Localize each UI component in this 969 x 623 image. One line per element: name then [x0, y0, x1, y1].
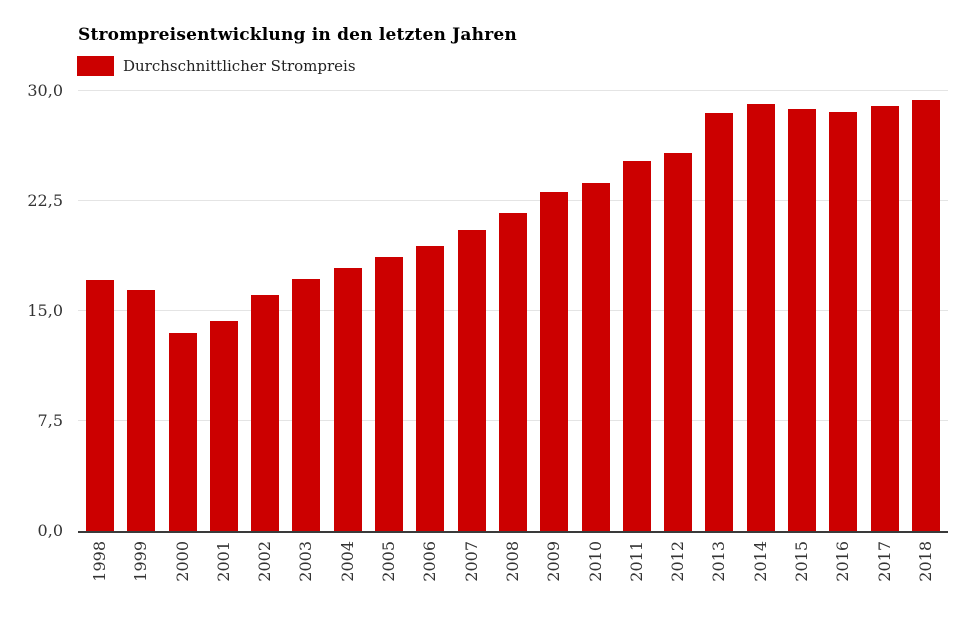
bar-2007: [457, 230, 486, 531]
bar-2003: [292, 278, 321, 531]
x-tick-label: 2010: [585, 541, 605, 582]
x-tick-2006: 2006: [416, 535, 444, 582]
gridline-30,0: [78, 90, 948, 91]
x-tick-2017: 2017: [871, 535, 899, 582]
bar-2008: [498, 212, 527, 531]
x-tick-label: 2014: [750, 541, 770, 582]
x-tick-2011: 2011: [623, 535, 651, 582]
x-tick-label: 2007: [461, 541, 481, 582]
x-tick-2000: 2000: [169, 535, 197, 582]
bar-2012: [664, 152, 693, 531]
x-tick-label: 2002: [255, 541, 275, 582]
chart-title: Strompreisentwicklung in den letzten Jah…: [78, 25, 517, 45]
bar-2013: [705, 113, 734, 531]
bar-2014: [746, 104, 775, 531]
x-tick-label: 1999: [131, 541, 151, 582]
x-tick-2003: 2003: [292, 535, 320, 582]
bar-2018: [911, 99, 940, 531]
bar-2005: [375, 256, 404, 531]
x-tick-2002: 2002: [251, 535, 279, 582]
x-tick-label: 2004: [337, 541, 357, 582]
x-tick-2010: 2010: [582, 535, 610, 582]
x-tick-2014: 2014: [747, 535, 775, 582]
x-tick-2016: 2016: [829, 535, 857, 582]
y-tick-label: 15,0: [27, 301, 63, 320]
gridline-22,5: [78, 200, 948, 201]
y-tick-label: 22,5: [27, 191, 63, 210]
bars-layer: [78, 91, 948, 531]
legend: Durchschnittlicher Strompreis: [77, 56, 356, 76]
x-tick-label: 2013: [709, 541, 729, 582]
x-tick-label: 2005: [379, 541, 399, 582]
x-axis-labels: 1998 1999 2000 2001 2002 2003 2004 2005 2006 2007…: [78, 535, 948, 582]
bar-2004: [333, 268, 362, 531]
bar-2016: [829, 111, 858, 531]
x-tick-label: 2009: [544, 541, 564, 582]
legend-label: Durchschnittlicher Strompreis: [123, 57, 356, 75]
x-tick-label: 2000: [172, 541, 192, 582]
x-tick-2001: 2001: [210, 535, 238, 582]
bar-2001: [209, 321, 238, 531]
x-tick-2009: 2009: [540, 535, 568, 582]
bar-2010: [581, 183, 610, 531]
bar-2006: [416, 246, 445, 531]
bar-2009: [540, 192, 569, 531]
y-tick-label: 30,0: [27, 81, 63, 100]
x-tick-label: 2015: [792, 541, 812, 582]
x-tick-label: 2011: [626, 541, 646, 582]
plot-area: 0,0 7,5 15,0 22,5 30,0: [27, 83, 948, 539]
x-tick-2013: 2013: [705, 535, 733, 582]
x-tick-2005: 2005: [375, 535, 403, 582]
x-tick-label: 2006: [420, 541, 440, 582]
y-tick-label: 0,0: [37, 521, 63, 540]
bar-1999: [127, 290, 156, 531]
bar-1998: [86, 280, 114, 531]
x-tick-2015: 2015: [788, 535, 816, 582]
bar-2011: [622, 161, 651, 531]
x-tick-label: 2012: [668, 541, 688, 582]
x-tick-label: 2008: [502, 541, 522, 582]
x-tick-label: 2003: [296, 541, 316, 582]
x-tick-2012: 2012: [664, 535, 692, 582]
x-tick-1998: 1998: [86, 535, 114, 582]
x-tick-2008: 2008: [499, 535, 527, 582]
x-tick-label: 2016: [833, 541, 853, 582]
bar-2015: [788, 108, 817, 531]
x-tick-label: 2018: [915, 541, 935, 582]
x-tick-1999: 1999: [127, 535, 155, 582]
x-tick-label: 1998: [90, 541, 109, 582]
bar-2017: [870, 105, 899, 531]
legend-swatch: [77, 56, 114, 76]
x-tick-2007: 2007: [458, 535, 486, 582]
bar-2000: [168, 333, 197, 531]
x-tick-label: 2017: [874, 541, 894, 582]
x-tick-2004: 2004: [334, 535, 362, 582]
y-tick-label: 7,5: [37, 411, 63, 430]
x-tick-2018: 2018: [912, 535, 940, 582]
bar-2002: [251, 294, 280, 531]
x-tick-label: 2001: [213, 541, 233, 582]
